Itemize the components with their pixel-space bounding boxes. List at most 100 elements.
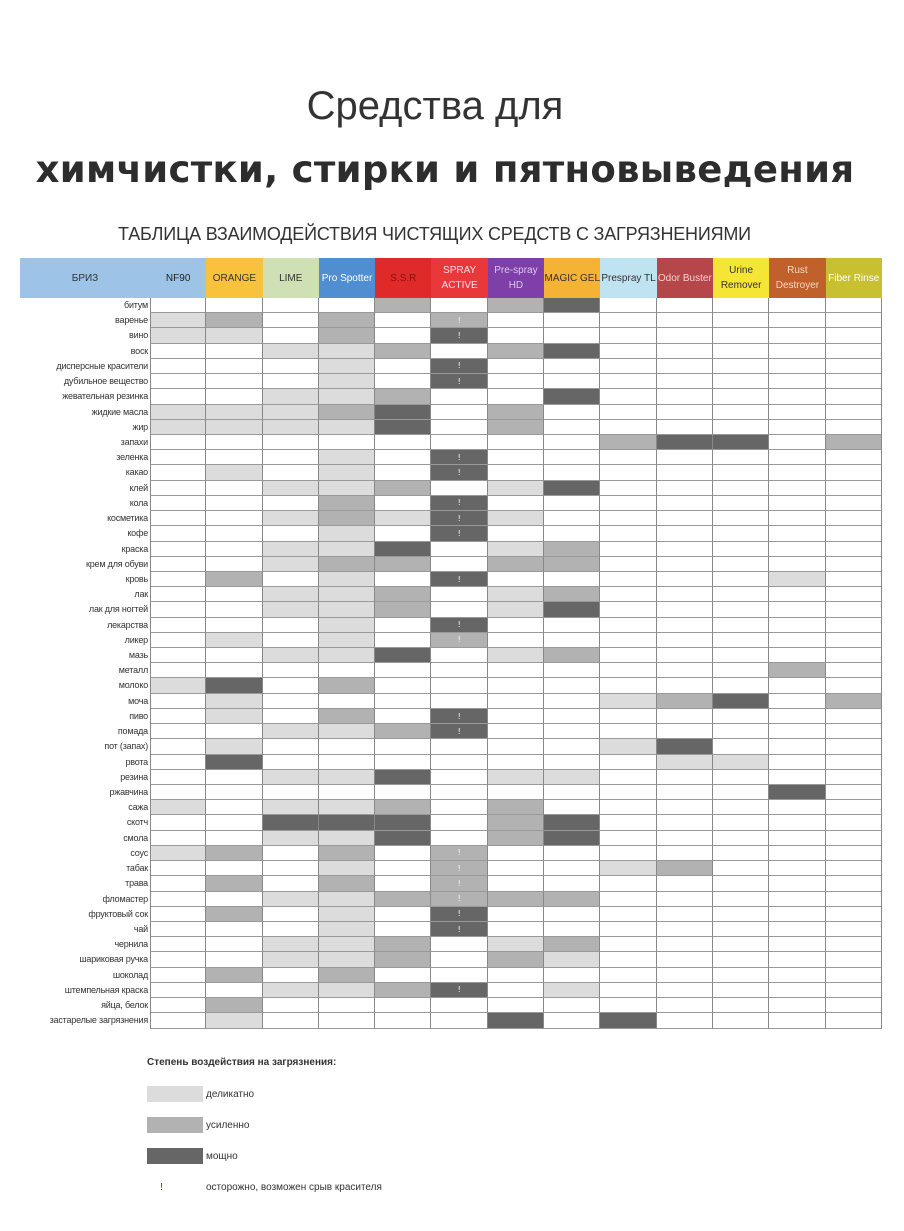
table-row: шоколад: [20, 967, 882, 983]
level-cell: [825, 678, 882, 694]
level-cell: [600, 358, 657, 375]
level-cell: [150, 952, 207, 968]
level-cell: [544, 769, 601, 785]
level-cell: [150, 845, 207, 862]
level-cell: [825, 328, 882, 344]
level-cell: [206, 648, 263, 664]
level-cell: [262, 480, 319, 496]
level-cell: [769, 298, 826, 314]
level-cell: [656, 389, 713, 405]
level-cell: [712, 891, 770, 907]
level-cell: [206, 845, 263, 862]
level-cell: [262, 389, 319, 405]
level-cell: [375, 404, 432, 420]
level-cell: [544, 602, 601, 618]
level-cell: [206, 678, 263, 694]
level-cell: [769, 419, 826, 435]
level-cell: [487, 937, 545, 953]
level-cell: [487, 830, 545, 846]
level-cell: [431, 298, 488, 314]
level-cell: [712, 495, 770, 512]
level-cell: [375, 511, 432, 527]
level-cell: [656, 328, 713, 344]
level-cell: [600, 815, 657, 831]
level-cell: [487, 845, 545, 862]
warning-icon: !: [457, 452, 461, 462]
level-cell: [206, 617, 263, 633]
level-cell: [656, 434, 713, 451]
level-cell: [487, 1013, 545, 1029]
level-cell: [712, 602, 770, 618]
level-cell: [544, 617, 601, 633]
level-cell: [375, 785, 432, 801]
level-cell: [318, 937, 376, 953]
warning-icon: !: [457, 315, 461, 325]
level-cell: [769, 967, 826, 983]
level-cell: [487, 815, 545, 831]
column-header: LIME: [262, 258, 319, 298]
level-cell: [150, 830, 207, 846]
level-cell: [318, 328, 376, 344]
level-cell: [206, 419, 263, 435]
level-cell: [206, 526, 263, 542]
level-cell: [769, 982, 826, 999]
level-cell: [769, 313, 826, 329]
level-cell: [656, 724, 713, 740]
level-cell: [544, 571, 601, 588]
level-cell: [600, 845, 657, 862]
level-cell: [769, 571, 826, 588]
level-cell: [487, 678, 545, 694]
warning-icon: !: [457, 361, 461, 371]
level-cell: [318, 343, 376, 359]
table-row: застарелые загрязнения: [20, 1013, 882, 1029]
level-cell: !: [431, 906, 488, 922]
level-cell: [150, 632, 207, 649]
level-cell: [318, 313, 376, 329]
level-cell: [262, 648, 319, 664]
row-label: кровь: [125, 573, 149, 584]
level-cell: [656, 480, 713, 496]
table-row: жир: [20, 419, 882, 435]
level-cell: [544, 526, 601, 542]
level-cell: [825, 541, 882, 557]
level-cell: [375, 419, 432, 435]
level-cell: [318, 830, 376, 846]
level-cell: [150, 404, 207, 420]
level-cell: [318, 952, 376, 968]
level-cell: [825, 495, 882, 512]
level-cell: [375, 906, 432, 922]
level-cell: [769, 526, 826, 542]
level-cell: [375, 769, 432, 785]
level-cell: [431, 800, 488, 816]
table-row: запахи: [20, 434, 882, 451]
level-cell: [656, 632, 713, 649]
level-cell: [375, 693, 432, 709]
row-label: зеленка: [116, 452, 148, 463]
level-cell: [600, 511, 657, 527]
level-cell: [318, 724, 376, 740]
level-cell: [431, 343, 488, 359]
row-label: яйца, белок: [101, 1000, 148, 1011]
level-cell: [262, 678, 319, 694]
level-cell: [262, 815, 319, 831]
level-cell: [487, 602, 545, 618]
level-cell: [487, 389, 545, 405]
level-cell: [318, 465, 376, 481]
level-cell: [487, 617, 545, 633]
level-cell: [262, 724, 319, 740]
level-cell: [769, 480, 826, 496]
level-cell: [318, 1013, 376, 1029]
level-cell: [825, 571, 882, 588]
level-cell: [600, 921, 657, 938]
level-cell: [318, 450, 376, 466]
level-cell: [712, 967, 770, 983]
table-row: фруктовый сок!: [20, 906, 882, 922]
warning-icon: !: [457, 711, 461, 721]
level-cell: [262, 785, 319, 801]
level-cell: [262, 693, 319, 709]
table-row: помада!: [20, 724, 882, 740]
level-cell: [262, 769, 319, 785]
row-label: косметика: [107, 513, 148, 524]
level-cell: [600, 769, 657, 785]
row-label: мазь: [128, 650, 148, 661]
